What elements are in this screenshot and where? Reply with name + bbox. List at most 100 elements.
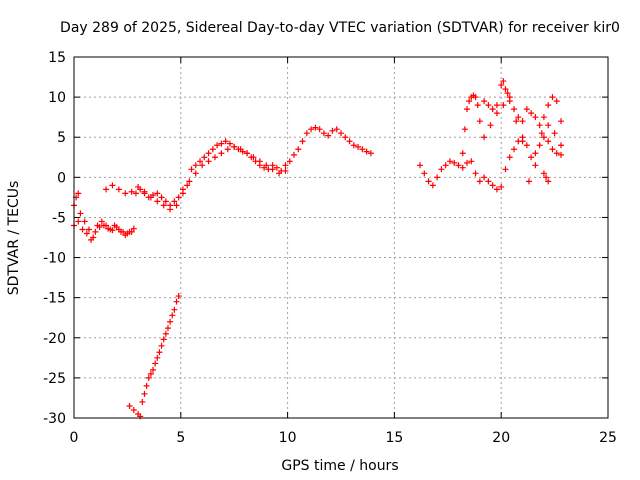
- data-point: [472, 94, 479, 101]
- data-point: [429, 182, 436, 189]
- data-point: [498, 183, 505, 190]
- data-point: [115, 186, 122, 193]
- data-point: [75, 218, 82, 225]
- data-point: [273, 164, 280, 171]
- chart-title: Day 289 of 2025, Sidereal Day-to-day VTE…: [60, 20, 620, 36]
- data-point: [141, 390, 148, 397]
- data-point: [451, 159, 458, 166]
- data-point: [464, 106, 471, 113]
- series-middle-band: [103, 143, 289, 213]
- data-point: [75, 190, 82, 197]
- data-point: [154, 354, 161, 361]
- series-descent-segment: [126, 293, 182, 420]
- data-point: [98, 218, 105, 225]
- data-point: [105, 225, 112, 232]
- data-point: [85, 226, 92, 233]
- data-point: [188, 166, 195, 173]
- data-point: [103, 186, 110, 193]
- data-point: [130, 225, 137, 232]
- data-point: [558, 142, 565, 149]
- data-point: [147, 194, 154, 201]
- data-point: [421, 170, 428, 177]
- y-tick-labels: -30 -25 -20 -15 -10 -5 0 5 10 15: [43, 50, 66, 427]
- data-point: [141, 188, 148, 195]
- data-point: [532, 150, 539, 157]
- data-point: [160, 336, 167, 343]
- data-point: [455, 162, 462, 169]
- data-point: [81, 218, 88, 225]
- data-point: [154, 190, 161, 197]
- data-point: [211, 154, 218, 161]
- data-point: [197, 158, 204, 165]
- y-tick-label: -15: [43, 291, 66, 307]
- data-point: [523, 142, 530, 149]
- data-point: [545, 102, 552, 109]
- series-late-upper: [459, 78, 565, 157]
- data-point: [459, 150, 466, 157]
- data-point: [77, 210, 84, 217]
- data-point: [442, 162, 449, 169]
- data-point: [553, 98, 560, 105]
- data-point: [109, 182, 116, 189]
- data-point: [164, 325, 171, 332]
- data-point: [162, 198, 169, 205]
- data-point: [540, 170, 547, 177]
- x-tick-label: 5: [176, 430, 185, 446]
- x-tick-label: 10: [279, 430, 297, 446]
- data-point: [493, 110, 500, 117]
- data-point: [79, 226, 86, 233]
- data-point: [299, 138, 306, 145]
- data-point: [363, 148, 370, 155]
- data-point: [209, 146, 216, 153]
- x-tick-label: 20: [492, 430, 510, 446]
- data-point: [500, 78, 507, 85]
- data-point: [417, 162, 424, 169]
- data-point: [312, 124, 319, 131]
- data-point: [175, 194, 182, 201]
- data-point: [158, 194, 165, 201]
- data-point: [540, 114, 547, 121]
- data-point: [122, 232, 129, 239]
- data-point: [145, 374, 152, 381]
- data-point: [167, 318, 174, 325]
- series-late-isolated: [540, 170, 552, 185]
- data-point: [525, 178, 532, 185]
- data-point: [545, 122, 552, 129]
- y-tick-label: -30: [43, 411, 66, 427]
- data-point: [558, 118, 565, 125]
- data-point: [355, 143, 362, 150]
- data-point: [461, 126, 468, 133]
- data-point: [147, 370, 154, 377]
- data-point: [551, 130, 558, 137]
- data-point: [152, 360, 159, 367]
- data-point: [481, 98, 488, 105]
- data-point: [237, 146, 244, 153]
- data-point: [122, 190, 129, 197]
- data-point: [175, 293, 182, 300]
- data-point: [523, 106, 530, 113]
- data-point: [222, 138, 229, 145]
- data-point: [543, 174, 550, 181]
- data-point: [504, 90, 511, 97]
- data-point: [538, 130, 545, 137]
- data-point: [498, 82, 505, 89]
- data-point: [96, 224, 103, 231]
- y-tick-label: -5: [52, 210, 66, 226]
- data-point: [493, 186, 500, 193]
- data-point: [282, 162, 289, 169]
- plot-frame: [73, 56, 609, 419]
- data-point: [513, 118, 520, 125]
- x-tick-label: 15: [385, 430, 403, 446]
- data-point: [506, 154, 513, 161]
- data-point: [282, 167, 289, 174]
- data-point: [536, 142, 543, 149]
- data-point: [338, 130, 344, 137]
- data-point: [489, 182, 496, 189]
- data-point: [476, 118, 483, 125]
- data-point: [126, 402, 133, 409]
- y-tick-label: 10: [48, 90, 66, 106]
- data-point: [515, 114, 522, 121]
- data-point: [286, 158, 293, 165]
- data-point: [132, 190, 139, 197]
